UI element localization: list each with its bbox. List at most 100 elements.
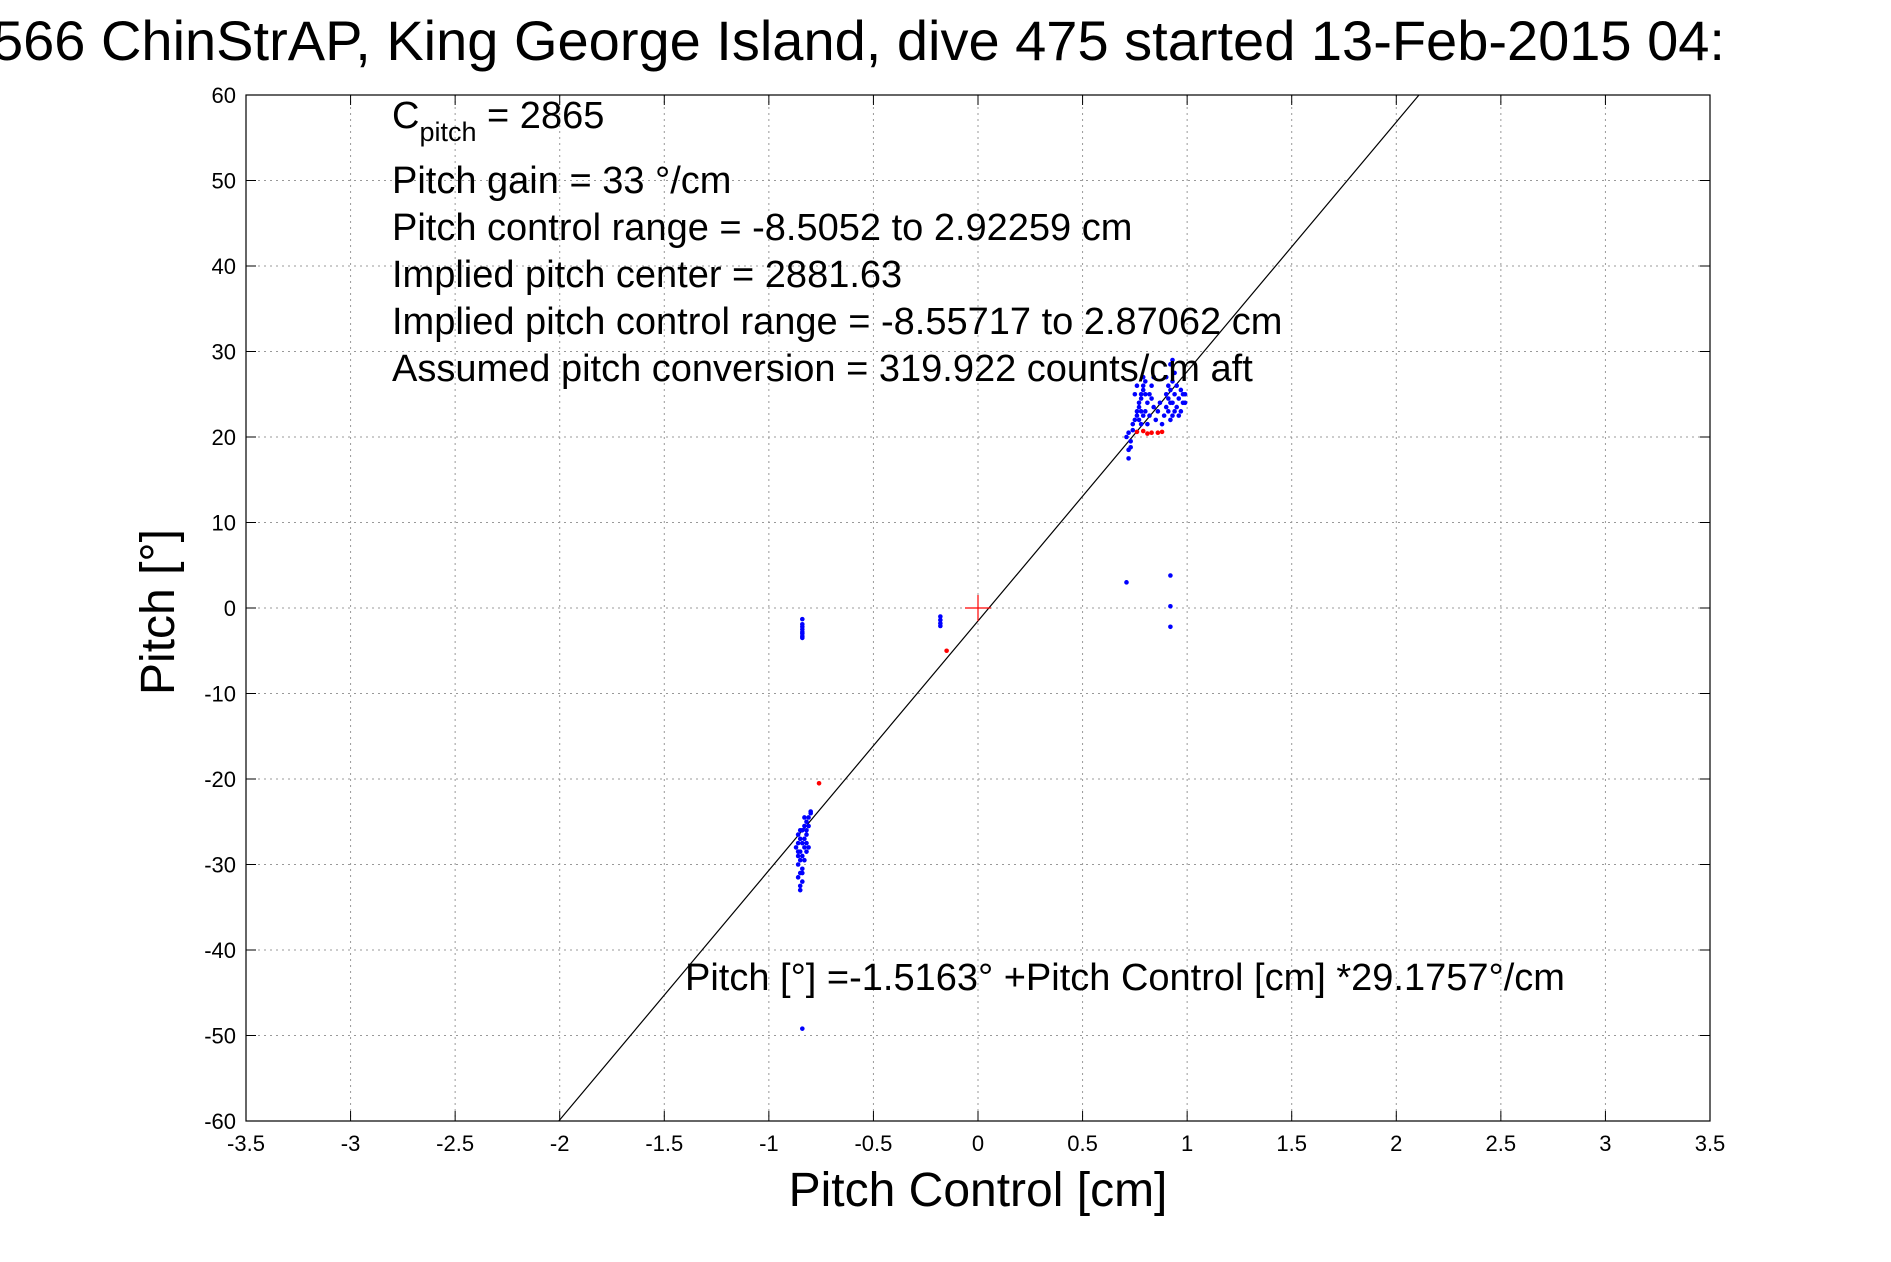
annotation-assumed-conversion: Assumed pitch conversion = 319.922 count… — [392, 348, 1253, 390]
data-point-blue — [797, 887, 803, 893]
x-axis-ticks: -3.5 -3 -2.5 -2 -1.5 -1 -0.5 0 0.5 1 1.5 2 2.5 3 3.5 — [227, 95, 1725, 1156]
data-point-blue — [1138, 421, 1144, 427]
x-tick-label: -3.5 — [227, 1131, 265, 1156]
x-tick-label: -2 — [550, 1131, 570, 1156]
data-point-blue — [804, 819, 809, 825]
data-point-blue — [1170, 413, 1175, 418]
y-tick-label: 50 — [212, 169, 236, 194]
data-point-blue — [806, 845, 811, 850]
data-point-blue — [1172, 391, 1177, 397]
data-point-blue — [1174, 383, 1179, 389]
data-point-blue — [1151, 404, 1156, 410]
data-point-blue — [1147, 413, 1152, 418]
y-tick-label: 30 — [212, 340, 236, 365]
data-point-red — [816, 780, 822, 786]
y-tick-label: -20 — [204, 767, 236, 792]
chart-title: 566 ChinStrAP, King George Island, dive … — [0, 9, 1725, 72]
data-point-blue — [1149, 383, 1154, 389]
data-point-blue — [1138, 391, 1144, 397]
data-point-blue — [800, 853, 805, 859]
data-point-blue — [804, 832, 809, 837]
data-point-blue — [1134, 383, 1140, 389]
data-point-red — [1155, 430, 1161, 436]
annotation-implied-range: Implied pitch control range = -8.55717 t… — [392, 301, 1282, 343]
data-point-blue — [797, 836, 803, 842]
x-tick-label: -3 — [341, 1131, 361, 1156]
x-tick-label: 3.5 — [1695, 1131, 1726, 1156]
data-point-blue — [802, 857, 807, 863]
data-point-blue — [938, 623, 943, 629]
data-point-red — [1145, 431, 1150, 436]
data-point-blue — [795, 862, 801, 867]
data-point-blue — [1161, 413, 1167, 418]
data-point-blue — [1138, 409, 1144, 414]
data-point-blue — [1136, 404, 1142, 410]
data-point-blue — [1170, 357, 1175, 363]
data-point-blue — [800, 624, 805, 630]
data-point-blue — [1132, 391, 1138, 397]
data-point-blue — [1168, 387, 1173, 393]
data-point-blue — [1124, 434, 1129, 440]
data-point-blue — [1140, 374, 1146, 380]
x-tick-label: 2.5 — [1486, 1131, 1517, 1156]
data-point-blue — [1168, 573, 1173, 578]
x-axis-label: Pitch Control [cm] — [789, 1164, 1168, 1217]
data-point-blue — [1147, 391, 1152, 397]
y-tick-label: -30 — [204, 853, 236, 878]
data-point-blue — [795, 840, 801, 846]
data-point-blue — [806, 815, 811, 820]
data-point-blue — [1168, 362, 1173, 367]
data-point-blue — [806, 823, 811, 829]
data-point-blue — [1136, 417, 1142, 423]
data-point-blue — [1178, 387, 1184, 393]
data-point-blue — [800, 1026, 805, 1031]
annotation-implied-center: Implied pitch center = 2881.63 — [392, 254, 902, 296]
x-tick-label: -2.5 — [436, 1131, 474, 1156]
data-point-blue — [1174, 404, 1179, 410]
data-point-blue — [802, 823, 807, 829]
data-point-blue — [1136, 400, 1142, 406]
data-point-blue — [1134, 409, 1140, 414]
data-point-blue — [1134, 413, 1140, 418]
data-point-blue — [793, 845, 799, 850]
data-point-blue — [1138, 396, 1144, 401]
data-point-blue — [795, 832, 801, 837]
data-point-blue — [800, 866, 805, 872]
x-tick-label: -1.5 — [645, 1131, 683, 1156]
data-point-blue — [1157, 400, 1163, 406]
data-point-blue — [802, 815, 807, 820]
data-point-blue — [1140, 387, 1146, 393]
data-point-blue — [797, 883, 803, 889]
annotation-control-range: Pitch control range = -8.5052 to 2.92259… — [392, 207, 1132, 249]
annotation-c-pitch-prefix: C — [392, 95, 419, 137]
data-point-blue — [1126, 430, 1131, 436]
annotation-c-pitch: Cpitch = 2865 — [392, 95, 604, 147]
data-point-blue — [804, 840, 809, 846]
data-point-blue — [800, 633, 805, 639]
data-point-blue — [1163, 374, 1169, 380]
data-points — [793, 357, 1188, 1031]
data-point-blue — [1166, 409, 1171, 414]
x-tick-label: 1.5 — [1276, 1131, 1307, 1156]
annotation-fit-equation: Pitch [°] =-1.5163° +Pitch Control [cm] … — [685, 957, 1565, 999]
data-point-blue — [1182, 400, 1188, 406]
data-point-blue — [800, 629, 805, 635]
x-tick-label: 0.5 — [1067, 1131, 1098, 1156]
data-point-blue — [1166, 396, 1171, 401]
y-tick-label: 0 — [224, 596, 236, 621]
data-point-blue — [1168, 400, 1173, 406]
data-point-blue — [1128, 438, 1133, 444]
data-point-blue — [1143, 379, 1148, 384]
data-point-blue — [1149, 396, 1154, 401]
data-point-blue — [804, 849, 809, 854]
data-point-blue — [1168, 624, 1173, 630]
data-point-blue — [1143, 409, 1148, 414]
x-tick-label: 1 — [1181, 1131, 1193, 1156]
data-point-blue — [1145, 400, 1150, 406]
data-point-blue — [802, 845, 807, 850]
y-tick-label: 20 — [212, 425, 236, 450]
data-point-blue — [1176, 413, 1182, 418]
center-marker-group — [965, 595, 991, 621]
data-point-blue — [1170, 379, 1175, 384]
